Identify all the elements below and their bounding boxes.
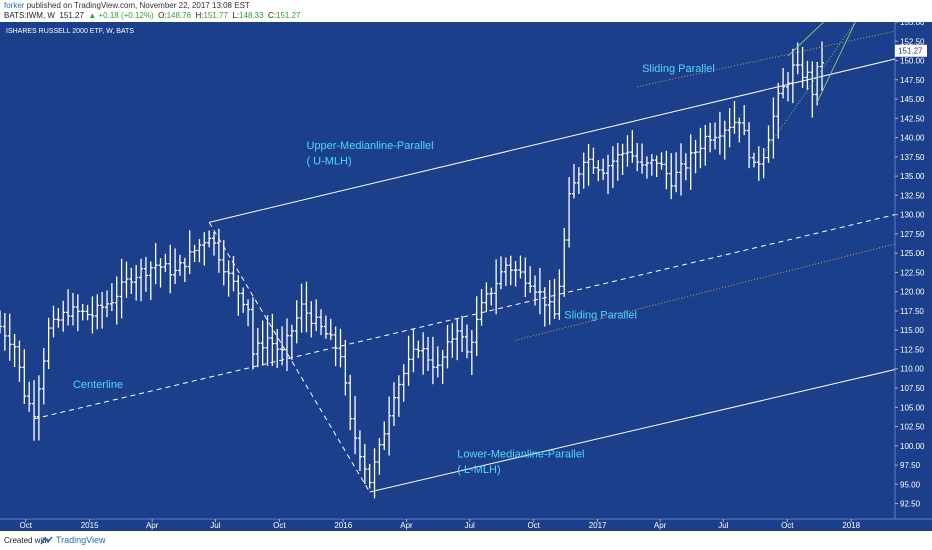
open-label: O:: [158, 11, 167, 20]
last-price: 151.27: [59, 11, 84, 20]
annotation-label: Sliding Parallel: [564, 310, 637, 322]
x-tick-label: Oct: [527, 521, 540, 530]
centerline: [33, 214, 896, 420]
y-tick-label: 137.50: [900, 153, 925, 162]
symbol-label: BATS:IWM, W: [4, 11, 55, 20]
price-chart[interactable]: ISHARES RUSSELL 2000 ETF, W, BATS 92.50 95…: [0, 22, 932, 531]
open-value: 148.76: [166, 11, 192, 20]
y-tick-label: 127.50: [900, 230, 925, 239]
annotation-label: Upper-Medianline-Parallel: [306, 140, 433, 152]
y-tick-label: 145.00: [900, 95, 925, 104]
x-tick-label: Apr: [146, 521, 159, 530]
y-tick-label: 112.50: [900, 345, 924, 354]
y-tick-label: 152.50: [900, 37, 925, 46]
publish-info: published on TradingView.com, November 2…: [26, 1, 250, 10]
annotation-label: Lower-Medianline-Parallel: [457, 448, 584, 460]
x-tick-label: Jul: [718, 521, 728, 530]
author-link[interactable]: forker: [4, 1, 25, 10]
x-tick-label: 2015: [81, 521, 99, 530]
y-tick-label: 147.50: [900, 76, 925, 85]
y-tick-label: 142.50: [900, 114, 925, 123]
ohlc-line: BATS:IWM, W 151.27 ▲ +0.18 (+0.12%) O:14…: [4, 11, 300, 20]
y-tick-label: 150.00: [900, 57, 925, 66]
low-value: 148.33: [239, 11, 264, 20]
y-tick-label: 97.50: [900, 461, 921, 470]
x-tick-label: 2017: [589, 521, 607, 530]
up-arrow-icon: ▲: [88, 11, 97, 20]
y-tick-label: 130.00: [900, 211, 925, 220]
annotation-label: Sliding Parallel: [642, 63, 715, 75]
annotation-label: ( L-MLH): [457, 464, 500, 476]
chart-header: forker published on TradingView.com, Nov…: [0, 0, 932, 22]
upper-medianline-parallel: [209, 58, 896, 223]
x-tick-label: Oct: [273, 521, 286, 530]
y-tick-label: 95.00: [900, 480, 921, 489]
price-change: +0.18 (+0.12%): [98, 11, 154, 20]
low-label: L:: [232, 11, 240, 20]
y-tick-label: 107.50: [900, 384, 925, 393]
y-tick-label: 135.00: [900, 172, 925, 181]
created-with-label: Created with: [4, 536, 49, 545]
high-value: 151.77: [203, 11, 228, 20]
y-tick-label: 92.50: [900, 500, 921, 509]
y-tick-label: 102.50: [900, 423, 925, 432]
annotation-label: Centerline: [73, 379, 123, 391]
y-tick-label: 115.00: [900, 326, 924, 335]
x-tick-label: Oct: [19, 521, 32, 530]
x-tick-label: Oct: [781, 521, 794, 530]
sliding-parallel-lower: [515, 243, 896, 341]
y-tick-label: 117.50: [900, 307, 924, 316]
y-tick-label: 105.00: [900, 403, 925, 412]
lower-medianline-parallel: [369, 369, 896, 493]
annotation-label: ( U-MLH): [306, 156, 351, 168]
y-tick-label: 100.00: [900, 442, 925, 451]
x-tick-label: Jul: [465, 521, 475, 530]
x-tick-label: Apr: [654, 521, 667, 530]
pitchfork-leg: [208, 222, 371, 493]
y-tick-label: 120.00: [900, 288, 925, 297]
tradingview-logo-icon: [40, 536, 53, 545]
price-label-box: [895, 44, 927, 57]
price-label: 151.27: [898, 47, 923, 56]
steep-line: [787, 22, 825, 57]
steep-line: [816, 22, 856, 103]
chart-title: ISHARES RUSSELL 2000 ETF, W, BATS: [6, 28, 134, 35]
publish-line: forker published on TradingView.com, Nov…: [4, 1, 250, 10]
close-label: C:: [268, 11, 276, 20]
y-tick-label: 110.00: [900, 365, 924, 374]
y-tick-label: 140.00: [900, 134, 925, 143]
sliding-parallel-upper: [637, 30, 896, 88]
y-tick-label: 122.50: [900, 268, 925, 277]
x-tick-label: 2016: [334, 521, 352, 530]
high-label: H:: [195, 11, 204, 20]
y-tick-label: 132.50: [900, 191, 925, 200]
tradingview-brand[interactable]: TradingView: [56, 535, 106, 545]
x-tick-label: Jul: [210, 521, 220, 530]
x-tick-label: 2018: [842, 521, 860, 530]
y-tick-label: 155.00: [900, 22, 925, 27]
y-tick-label: 125.00: [900, 249, 925, 258]
close-value: 151.27: [276, 11, 301, 20]
chart-footer: Created with TradingView: [0, 531, 932, 550]
x-tick-label: Apr: [400, 521, 413, 530]
